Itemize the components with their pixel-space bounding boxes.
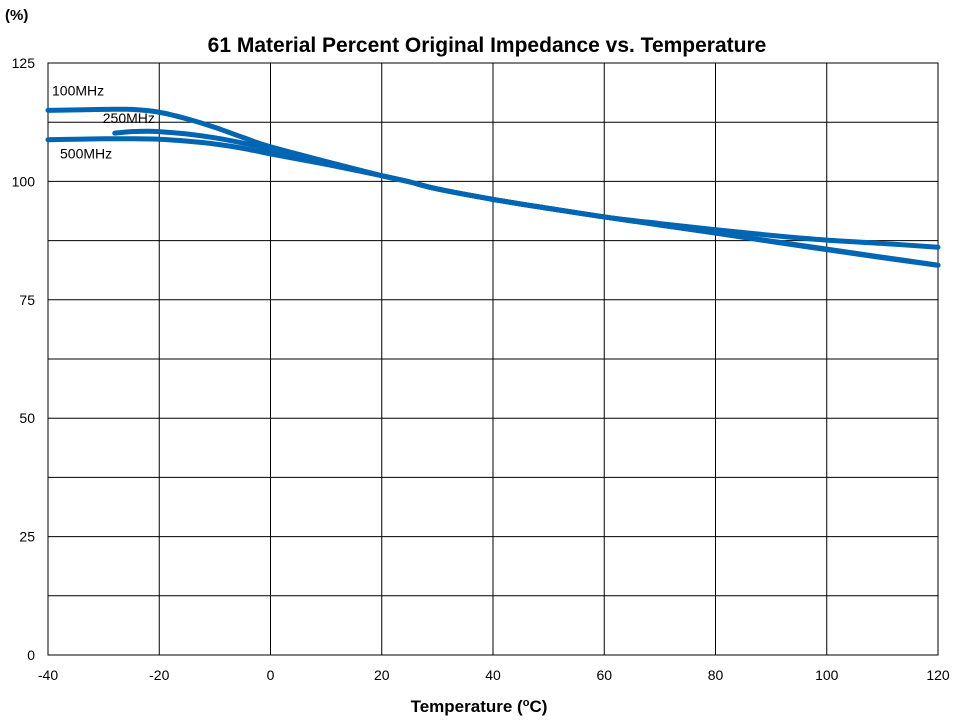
chart-title: 61 Material Percent Original Impedance v… xyxy=(208,34,767,57)
x-axis-label-superscript: o xyxy=(523,697,530,709)
x-axis-label: Temperature (oC) xyxy=(411,697,548,716)
plot-frame xyxy=(47,62,939,656)
x-tick-label: 40 xyxy=(485,667,501,683)
y-unit-label: (%) xyxy=(5,7,28,24)
x-tick-label: 120 xyxy=(926,667,950,683)
series-label-100mhz: 100MHz xyxy=(52,82,104,98)
y-tick-label: 100 xyxy=(12,173,36,189)
x-tick-label: -40 xyxy=(38,667,58,683)
series-labels: 100MHz 250MHz 500MHz xyxy=(52,82,155,161)
x-axis-label-main: Temperature ( xyxy=(411,697,523,716)
x-axis-ticks: -40 -20 0 20 40 60 80 100 120 xyxy=(38,667,950,683)
x-tick-label: -20 xyxy=(149,667,169,683)
series-label-250mhz: 250MHz xyxy=(103,110,155,126)
y-tick-label: 125 xyxy=(12,55,36,71)
y-axis-ticks: 0 25 50 75 100 125 xyxy=(12,55,36,663)
y-tick-label: 50 xyxy=(19,410,35,426)
x-axis-label-end: C) xyxy=(529,697,547,716)
x-tick-label: 20 xyxy=(374,667,390,683)
x-tick-label: 100 xyxy=(815,667,839,683)
grid xyxy=(47,62,939,656)
y-tick-label: 0 xyxy=(27,647,35,663)
x-tick-label: 0 xyxy=(267,667,275,683)
series-line-500mhz xyxy=(45,136,941,268)
series-label-500mhz: 500MHz xyxy=(60,146,112,162)
x-tick-label: 60 xyxy=(596,667,612,683)
y-tick-label: 25 xyxy=(19,529,35,545)
x-tick-label: 80 xyxy=(708,667,724,683)
series-lines xyxy=(45,106,941,268)
y-tick-label: 75 xyxy=(19,292,35,308)
